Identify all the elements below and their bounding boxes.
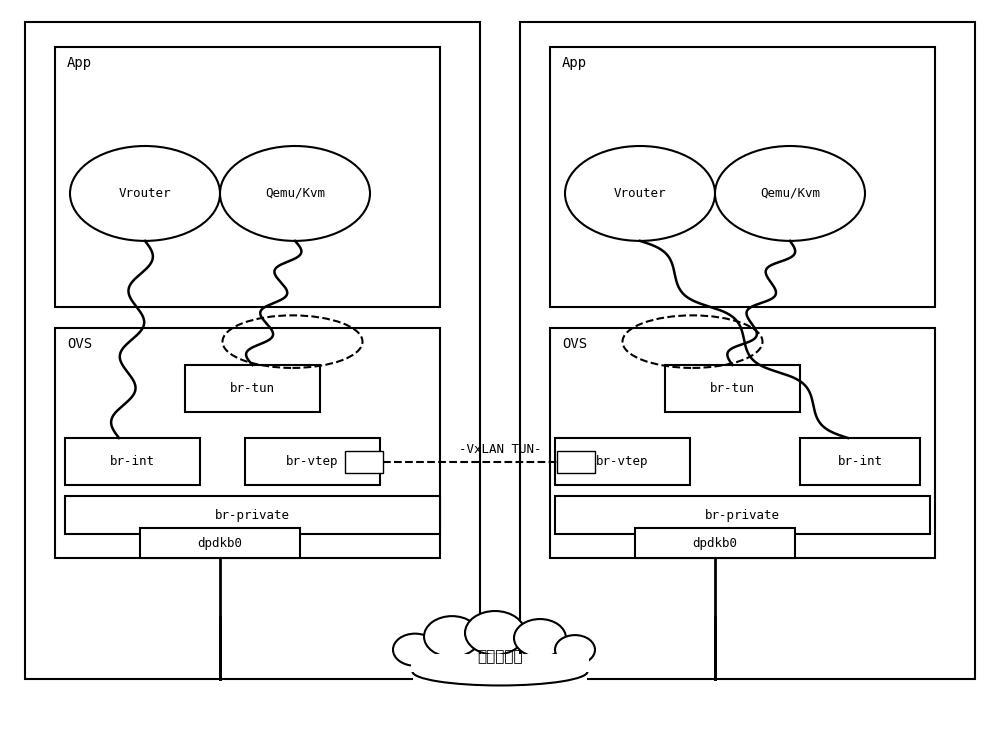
FancyBboxPatch shape bbox=[245, 438, 380, 485]
Text: App: App bbox=[562, 56, 587, 70]
FancyBboxPatch shape bbox=[550, 328, 935, 558]
Text: App: App bbox=[67, 56, 92, 70]
Text: Vrouter: Vrouter bbox=[119, 187, 171, 200]
Text: Qemu/Kvm: Qemu/Kvm bbox=[760, 187, 820, 200]
Ellipse shape bbox=[70, 146, 220, 241]
FancyBboxPatch shape bbox=[800, 438, 920, 485]
FancyBboxPatch shape bbox=[55, 47, 440, 307]
FancyBboxPatch shape bbox=[411, 654, 589, 672]
FancyBboxPatch shape bbox=[65, 438, 200, 485]
Ellipse shape bbox=[715, 146, 865, 241]
Circle shape bbox=[393, 634, 437, 666]
Circle shape bbox=[424, 616, 480, 657]
Circle shape bbox=[514, 619, 566, 657]
FancyBboxPatch shape bbox=[25, 22, 480, 679]
FancyBboxPatch shape bbox=[413, 658, 587, 685]
FancyBboxPatch shape bbox=[185, 365, 320, 412]
Ellipse shape bbox=[220, 146, 370, 241]
Text: br-vtep: br-vtep bbox=[596, 456, 649, 468]
FancyBboxPatch shape bbox=[413, 661, 587, 682]
Text: Qemu/Kvm: Qemu/Kvm bbox=[265, 187, 325, 200]
FancyBboxPatch shape bbox=[520, 22, 975, 679]
Text: Vrouter: Vrouter bbox=[614, 187, 666, 200]
Text: br-private: br-private bbox=[705, 509, 780, 522]
FancyBboxPatch shape bbox=[65, 496, 440, 534]
Circle shape bbox=[465, 611, 525, 655]
FancyBboxPatch shape bbox=[140, 528, 300, 558]
FancyBboxPatch shape bbox=[555, 438, 690, 485]
FancyBboxPatch shape bbox=[557, 451, 595, 473]
FancyBboxPatch shape bbox=[665, 365, 800, 412]
FancyBboxPatch shape bbox=[635, 528, 795, 558]
Text: OVS: OVS bbox=[67, 337, 92, 351]
Text: OVS: OVS bbox=[562, 337, 587, 351]
Circle shape bbox=[514, 619, 566, 657]
Ellipse shape bbox=[413, 658, 588, 685]
Text: br-vtep: br-vtep bbox=[286, 456, 339, 468]
Text: 云计算平台: 云计算平台 bbox=[477, 650, 523, 664]
FancyBboxPatch shape bbox=[55, 328, 440, 558]
Text: br-tun: br-tun bbox=[710, 383, 755, 395]
Text: br-private: br-private bbox=[215, 509, 290, 522]
FancyBboxPatch shape bbox=[550, 47, 935, 307]
FancyBboxPatch shape bbox=[345, 451, 383, 473]
Text: dpdkb0: dpdkb0 bbox=[692, 537, 738, 550]
Text: br-int: br-int bbox=[110, 456, 155, 468]
Circle shape bbox=[424, 616, 480, 657]
Text: br-tun: br-tun bbox=[230, 383, 275, 395]
Circle shape bbox=[393, 634, 437, 666]
Circle shape bbox=[465, 611, 525, 655]
Text: dpdkb0: dpdkb0 bbox=[198, 537, 243, 550]
FancyBboxPatch shape bbox=[555, 496, 930, 534]
Ellipse shape bbox=[565, 146, 715, 241]
Text: br-int: br-int bbox=[838, 456, 883, 468]
Circle shape bbox=[555, 635, 595, 664]
Text: -VxLAN TUN-: -VxLAN TUN- bbox=[459, 443, 541, 456]
Circle shape bbox=[555, 635, 595, 664]
